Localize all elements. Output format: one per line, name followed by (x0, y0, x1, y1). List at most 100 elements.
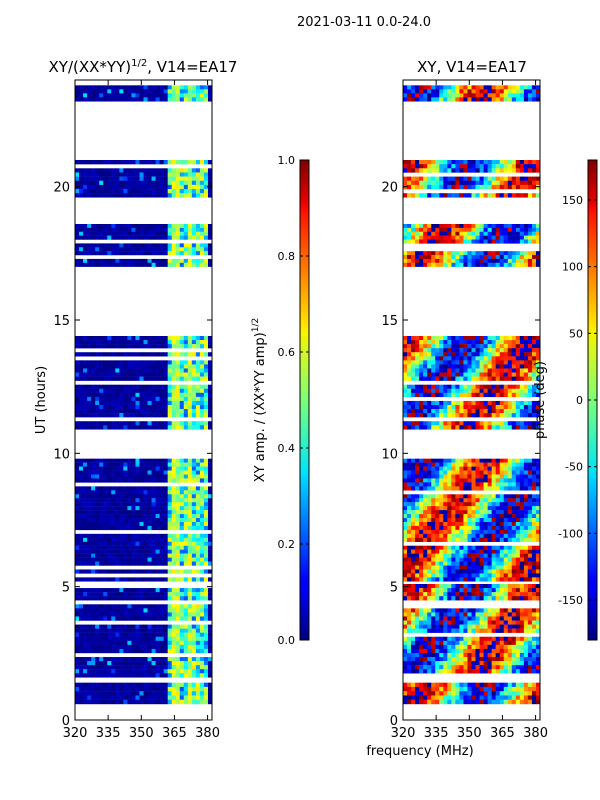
heatmap-cell (131, 224, 136, 229)
heatmap-cell (515, 624, 521, 629)
heatmap-cell (203, 549, 209, 554)
heatmap-cell (479, 596, 484, 601)
heatmap-cell (127, 521, 132, 527)
heatmap-cell (83, 669, 88, 674)
heatmap-cell (183, 231, 189, 236)
heatmap-cell (99, 596, 104, 601)
heatmap-cell (443, 624, 448, 629)
heatmap-cell (111, 184, 116, 190)
heatmap-cell (471, 466, 476, 471)
heatmap-cell (515, 502, 521, 507)
heatmap-cell (187, 612, 193, 617)
heatmap-cell (519, 525, 525, 531)
heatmap-cell (523, 494, 529, 499)
heatmap-cell (515, 529, 521, 535)
heatmap-cell (83, 180, 88, 186)
heatmap-cell (519, 657, 525, 662)
heatmap-cell (483, 506, 489, 511)
heatmap-cell (491, 474, 497, 479)
heatmap-cell (147, 661, 152, 666)
heatmap-cell (87, 592, 92, 597)
heatmap-cell (195, 384, 201, 389)
heatmap-cell (467, 577, 472, 582)
heatmap-cell (167, 85, 173, 90)
heatmap-cell (455, 695, 460, 700)
heatmap-cell (155, 616, 161, 621)
heatmap-cell (191, 231, 197, 236)
heatmap-cell (167, 458, 173, 463)
heatmap-cell (431, 336, 436, 341)
heatmap-cell (135, 388, 140, 394)
heatmap-cell (147, 561, 152, 566)
heatmap-cell (203, 506, 209, 511)
heatmap-cell (115, 604, 120, 609)
heatmap-cell (435, 545, 440, 550)
heatmap-cell (115, 596, 120, 601)
heatmap-cell (163, 691, 169, 696)
heatmap-cell (155, 372, 161, 377)
heatmap-cell (419, 616, 424, 621)
heatmap-cell (163, 537, 169, 542)
heatmap-cell (111, 541, 116, 546)
heatmap-cell (495, 470, 501, 475)
heatmap-cell (495, 537, 501, 542)
heatmap-cell (107, 247, 112, 252)
heatmap-cell (491, 669, 497, 674)
heatmap-cell (103, 262, 108, 267)
heatmap-cell (187, 97, 193, 102)
heatmap-cell (131, 616, 136, 621)
heatmap-cell (175, 258, 181, 263)
heatmap-cell (439, 557, 444, 562)
heatmap-cell (135, 604, 140, 609)
heatmap-cell (183, 344, 189, 349)
heatmap-cell (135, 458, 140, 463)
heatmap-cell (91, 372, 96, 377)
heatmap-cell (467, 596, 472, 601)
heatmap-cell (167, 632, 173, 637)
heatmap-cell (535, 620, 541, 625)
heatmap-cell (527, 569, 533, 574)
heatmap-cell (415, 588, 420, 593)
heatmap-cell (99, 384, 104, 389)
heatmap-cell (207, 425, 213, 430)
heatmap-cell (483, 458, 489, 463)
heatmap-cell (495, 612, 501, 617)
heatmap-cell (527, 588, 533, 593)
heatmap-cell (171, 247, 177, 252)
heatmap-cell (191, 518, 197, 523)
heatmap-cell (131, 97, 136, 102)
heatmap-cell (503, 628, 509, 633)
heatmap-cell (103, 462, 108, 467)
heatmap-cell (479, 612, 484, 617)
heatmap-cell (523, 525, 529, 531)
heatmap-cell (183, 251, 189, 256)
heatmap-cell (95, 224, 100, 229)
heatmap-cell (455, 466, 460, 471)
heatmap-cell (175, 628, 181, 633)
heatmap-cell (207, 545, 213, 550)
heatmap-cell (407, 482, 412, 487)
heatmap-cell (107, 604, 112, 609)
heatmap-cell (103, 695, 108, 700)
heatmap-cell (499, 584, 505, 589)
heatmap-cell (179, 470, 185, 475)
heatmap-cell (143, 224, 148, 229)
heatmap-cell (519, 561, 525, 566)
heatmap-cell (155, 425, 161, 430)
heatmap-cell (91, 421, 96, 426)
heatmap-cell (179, 400, 185, 406)
heatmap-cell (403, 340, 408, 345)
heatmap-cell (107, 360, 112, 365)
heatmap-cell (187, 695, 193, 700)
heatmap-cell (103, 421, 108, 426)
heatmap-cell (455, 577, 460, 582)
heatmap-cell (127, 227, 132, 232)
heatmap-cell (151, 458, 156, 463)
heatmap-cell (439, 612, 444, 617)
heatmap-cell (415, 478, 420, 483)
heatmap-cell (115, 592, 120, 597)
heatmap-cell (155, 340, 161, 345)
heatmap-cell (187, 640, 193, 646)
heatmap-cell (103, 224, 108, 229)
heatmap-cell (187, 89, 193, 94)
